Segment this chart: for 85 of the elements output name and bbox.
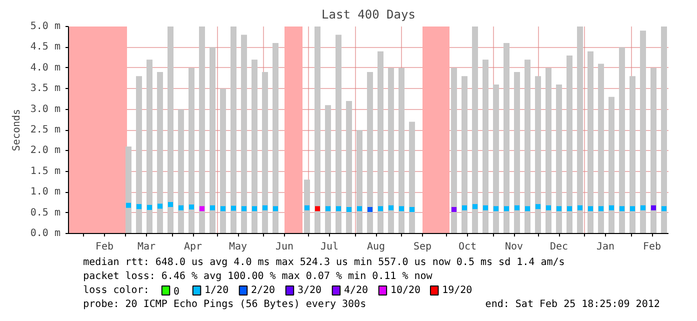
bar	[630, 76, 636, 234]
bar	[577, 26, 583, 234]
y-tick-label: 2.5 m	[30, 124, 61, 136]
y-tick-label: 3.5 m	[30, 83, 61, 94]
legend-label: 2/20	[250, 285, 276, 296]
bar	[325, 105, 331, 234]
bar	[378, 51, 384, 234]
bar	[598, 64, 604, 234]
legend-label: 19/20	[442, 285, 472, 296]
x-tick-label: Oct	[458, 242, 477, 252]
y-tick-label: 1.0 m	[30, 186, 61, 198]
x-tick-label: Aug	[366, 242, 386, 252]
y-tick-label: 4.0 m	[30, 62, 61, 74]
bar	[409, 122, 415, 234]
x-tick-label: Feb	[642, 242, 662, 252]
bar	[262, 72, 268, 234]
x-tick-label: Jul	[320, 242, 339, 252]
bar	[230, 26, 236, 234]
bar	[650, 68, 656, 234]
legend-label: 0	[174, 286, 180, 298]
bar	[136, 76, 142, 234]
bar	[252, 60, 258, 234]
x-tick-label: May	[228, 242, 248, 252]
bar	[126, 146, 132, 234]
bar	[588, 51, 594, 234]
x-tick-label: Mar	[137, 242, 156, 252]
bar	[398, 68, 404, 234]
bar	[524, 60, 530, 234]
bar	[504, 43, 510, 234]
chart-title: Last 400 Days	[322, 8, 416, 22]
bar	[556, 84, 562, 234]
x-tick-label: Apr	[184, 242, 202, 252]
bar	[241, 34, 247, 234]
bar	[493, 84, 499, 234]
x-tick-label: Jan	[596, 242, 615, 252]
legend-label: 3/20	[297, 285, 322, 296]
bar	[661, 26, 667, 234]
legend-label: 1/20	[204, 285, 229, 296]
bar	[608, 96, 614, 234]
bar	[482, 60, 488, 234]
text: probe: 20 ICMP Echo Pings (56 Bytes) every 300s	[83, 299, 366, 310]
bar	[472, 26, 478, 234]
bar	[462, 76, 468, 234]
x-tick-label: Jun	[275, 242, 294, 252]
bar	[220, 88, 226, 234]
bar	[146, 60, 152, 234]
y-tick-label: 3.0 m	[30, 104, 61, 115]
y-tick-label: 1.5 m	[30, 166, 61, 177]
bar	[168, 26, 174, 234]
bar	[566, 55, 572, 234]
bar	[336, 34, 342, 234]
x-tick-label: Nov	[504, 242, 524, 252]
bar	[451, 68, 457, 234]
bar	[272, 43, 278, 234]
legend-title: loss color:	[83, 285, 150, 296]
bar	[356, 130, 362, 234]
y-tick-label: 0.5 m	[30, 207, 61, 218]
bar	[314, 26, 320, 234]
text: packet loss: 6.46 % avg 100.00 % max 0.07 % min 0.11 % now	[83, 271, 434, 282]
bar	[178, 109, 184, 234]
y-axis-title: Seconds	[11, 108, 22, 152]
y-tick-label: 4.5 m	[30, 42, 61, 53]
bar	[619, 47, 625, 234]
bar	[535, 76, 541, 234]
bar	[546, 68, 552, 234]
x-tick-label: Dec	[550, 242, 568, 252]
legend-label: 4/20	[344, 285, 368, 296]
bar	[367, 72, 373, 234]
text: end: Sat Feb 25 18:25:09 2012	[485, 299, 660, 310]
x-tick-label: Sep	[413, 242, 432, 252]
bar	[304, 180, 310, 234]
bar	[157, 72, 163, 234]
y-tick-label: 0.0 m	[30, 228, 61, 239]
bar	[346, 101, 352, 234]
bar	[199, 26, 205, 234]
bar	[640, 30, 646, 234]
legend-label: 10/20	[390, 285, 421, 296]
text: median rtt: 648.0 us avg 4.0 ms max 524.3 us min 557.0 us now 0.5 ms sd 1.4 am/s	[83, 257, 565, 268]
y-tick-label: 5.0 m	[30, 21, 61, 32]
bar	[388, 68, 394, 234]
x-tick-label: Feb	[95, 242, 114, 252]
bar	[210, 47, 216, 234]
bar	[514, 72, 520, 234]
bar	[188, 68, 194, 234]
y-tick-label: 2.0 m	[30, 145, 61, 156]
